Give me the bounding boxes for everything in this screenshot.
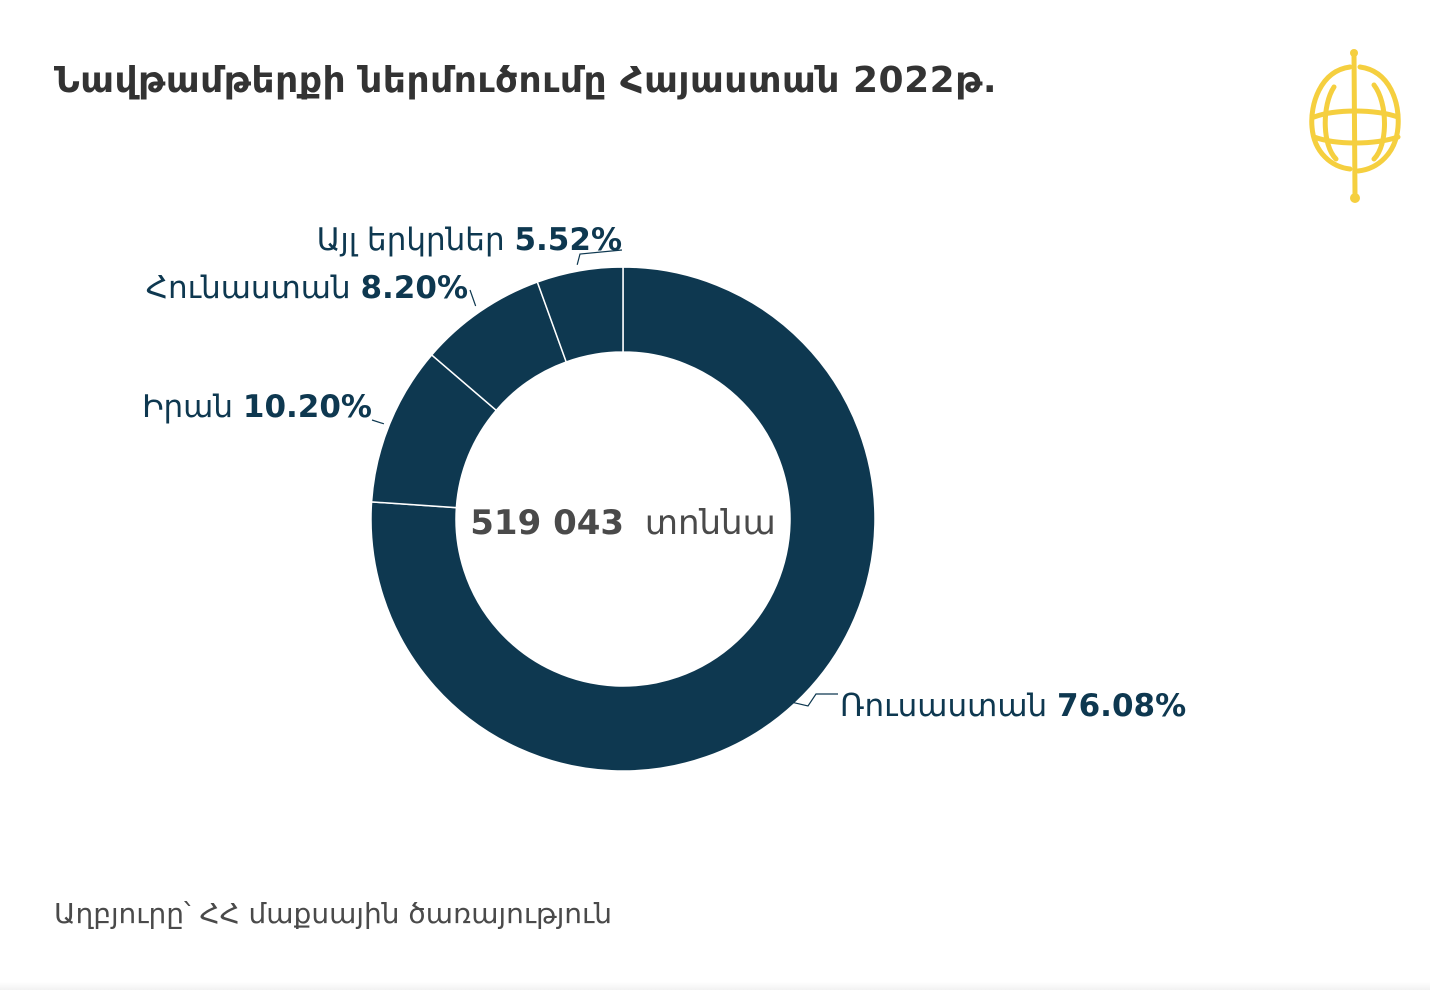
leader-line-4 [576,249,623,265]
leader-lines [371,249,838,707]
chart-title: Նավթամթերքի ներմուծումը Հայաստան 2022թ. [54,60,998,101]
slice-value-2: 10.20% [243,389,372,425]
donut-slice-4 [536,266,624,363]
slice-value-1: 76.08% [1057,688,1186,724]
source-note: Աղբյուրը՝ ՀՀ մաքսային ծառայություն [54,897,612,930]
center-total-unit: տոննա [645,503,776,543]
yellow-globe-logo-icon [1309,49,1401,203]
leader-line-1 [793,693,838,707]
leader-line-3 [469,289,477,307]
donut-slice-1 [370,266,876,772]
center-total-value: 519 043 [470,503,624,543]
donut-slices [370,266,876,772]
slice-name-1: Ռուսաստան [840,688,1057,724]
slice-name-4: Այլ երկրներ [317,222,515,258]
slice-value-4: 5.52% [514,222,622,258]
slice-label-2: Իրան 10.20% [142,389,372,425]
slice-value-3: 8.20% [360,270,468,306]
bottom-shade [0,982,1430,990]
slice-labels: Ռուսաստան 76.08% Իրան 10.20% Հունաստան 8.2… [142,222,1186,724]
slice-label-3: Հունաստան 8.20% [146,270,468,306]
leader-line-2 [371,419,385,425]
center-total-label: 519 043 տոննա [470,503,775,543]
slice-label-1: Ռուսաստան 76.08% [840,688,1186,724]
slice-label-4: Այլ երկրներ 5.52% [317,222,622,258]
slice-name-2: Իրան [142,389,243,425]
slice-name-3: Հունաստան [146,270,361,306]
